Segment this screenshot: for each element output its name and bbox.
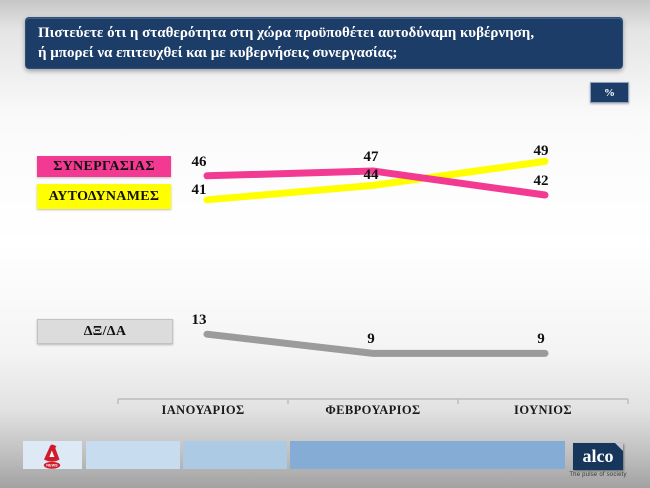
alco-logo: alco [573, 443, 623, 470]
value-label-ΑΥΤΟΔΥΝΑΜΕΣ-ΙΟΥΝΙΟΣ: 49 [533, 143, 549, 160]
value-label-ΑΥΤΟΔΥΝΑΜΕΣ-ΦΕΒΡΟΥΑΡΙΟΣ: 44 [363, 167, 379, 184]
value-label-ΔΞ/ΔΑ-ΦΕΒΡΟΥΑΡΙΟΣ: 9 [367, 331, 375, 348]
series-line-ΑΥΤΟΔΥΝΑΜΕΣ [203, 157, 549, 204]
alco-logo-text: alco [582, 446, 614, 466]
value-label-ΑΥΤΟΔΥΝΑΜΕΣ-ΙΑΝΟΥΑΡΙΟΣ: 41 [191, 181, 207, 198]
alco-tagline: The pulse of society [569, 472, 627, 478]
footer-strip-segment-2 [86, 441, 180, 469]
question-title-box: Πιστεύετε ότι η σταθερότητα στη χώρα προ… [25, 17, 623, 69]
value-label-ΣΥΝΕΡΓΑΣΙΑΣ-ΙΟΥΝΙΟΣ: 42 [533, 173, 549, 189]
x-axis-label-february: ΦΕΒΡΟΥΑΡΙΟΣ [325, 403, 421, 417]
x-axis-label-january: ΙΑΝΟΥΑΡΙΟΣ [161, 403, 245, 417]
question-line-2: ή μπορεί να επιτευχθεί και με κυβερνήσει… [38, 44, 398, 61]
alpha-news-logo-icon: NEWS [43, 444, 61, 469]
value-label-ΣΥΝΕΡΓΑΣΙΑΣ-ΙΑΝΟΥΑΡΙΟΣ: 46 [191, 153, 207, 170]
value-label-ΔΞ/ΔΑ-ΙΟΥΝΙΟΣ: 9 [537, 331, 545, 348]
footer-strip-segment-3 [183, 441, 287, 469]
x-axis-label-june: ΙΟΥΝΙΟΣ [514, 403, 572, 417]
legend-item-dxda: ΔΞ/ΔΑ [37, 319, 173, 344]
percent-unit-badge: % [590, 82, 629, 103]
value-label-ΔΞ/ΔΑ-ΙΑΝΟΥΑΡΙΟΣ: 13 [191, 312, 207, 329]
x-axis-line [117, 398, 629, 404]
series-line-ΔΞ/ΔΑ [203, 330, 549, 357]
footer-strip-segment-4 [290, 441, 565, 469]
question-line-1: Πιστεύετε ότι η σταθερότητα στη χώρα προ… [38, 25, 535, 41]
alco-logo-fold-corner [615, 443, 623, 451]
series-line-ΣΥΝΕΡΓΑΣΙΑΣ [203, 167, 549, 199]
alpha-news-label: NEWS [46, 464, 58, 468]
legend-item-aytodynames: ΑΥΤΟΔΥΝΑΜΕΣ [37, 184, 171, 209]
value-label-ΣΥΝΕΡΓΑΣΙΑΣ-ΦΕΒΡΟΥΑΡΙΟΣ: 47 [363, 149, 379, 165]
legend-item-synergasias: ΣΥΝΕΡΓΑΣΙΑΣ [37, 156, 171, 177]
